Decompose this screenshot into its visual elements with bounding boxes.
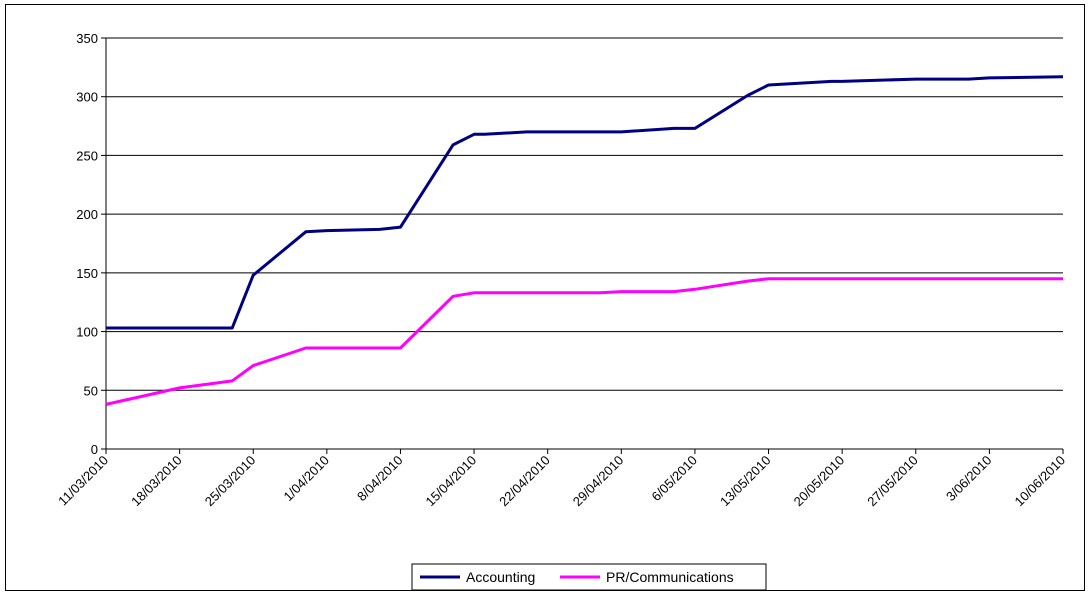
- y-axis: 0 50 100 150 200 250 300 350: [76, 31, 107, 457]
- y-tick-label: 0: [91, 442, 98, 457]
- line-chart: 0 50 100 150 200 250 300 350 11/03/2010 18/03/20…: [55, 31, 1068, 591]
- x-tick-label: 18/03/2010: [128, 453, 185, 510]
- x-axis: 11/03/2010 18/03/2010 25/03/2010 1/04/2010 8…: [55, 448, 1068, 510]
- chart-frame: 0 50 100 150 200 250 300 350 11/03/2010 18/03/20…: [5, 4, 1085, 591]
- grid-lines: [106, 37, 1063, 391]
- x-tick-label: 13/05/2010: [717, 453, 774, 510]
- y-tick-label: 150: [76, 266, 98, 281]
- x-tick-label: 15/04/2010: [423, 453, 480, 510]
- x-tick-label: 27/05/2010: [864, 453, 921, 510]
- y-tick-label: 350: [76, 31, 98, 46]
- x-tick-label: 6/05/2010: [649, 453, 701, 505]
- x-tick-label: 20/05/2010: [791, 453, 848, 510]
- series-line-accounting: [106, 75, 1064, 330]
- x-tick-label: 3/06/2010: [943, 453, 995, 505]
- x-tick-label: 11/03/2010: [55, 453, 111, 509]
- legend-label: Accounting: [466, 569, 535, 585]
- series-lines: [105, 75, 1064, 406]
- x-tick-label: 29/04/2010: [570, 453, 627, 510]
- y-tick-label: 50: [84, 383, 98, 398]
- x-tick-label: 8/04/2010: [354, 453, 406, 505]
- series-line-pr-communications: [105, 277, 1063, 406]
- x-tick-label: 10/06/2010: [1011, 453, 1068, 510]
- y-tick-label: 300: [76, 90, 98, 105]
- x-tick-label: 1/04/2010: [280, 453, 332, 505]
- plot-area: [106, 38, 1063, 449]
- y-tick-label: 250: [76, 148, 98, 163]
- x-tick-label: 25/03/2010: [202, 453, 259, 510]
- legend-label: PR/Communications: [606, 569, 734, 585]
- x-tick-label: 22/04/2010: [496, 453, 553, 510]
- y-tick-label: 200: [76, 207, 98, 222]
- y-tick-label: 100: [76, 325, 98, 340]
- legend: Accounting PR/Communications: [411, 563, 767, 591]
